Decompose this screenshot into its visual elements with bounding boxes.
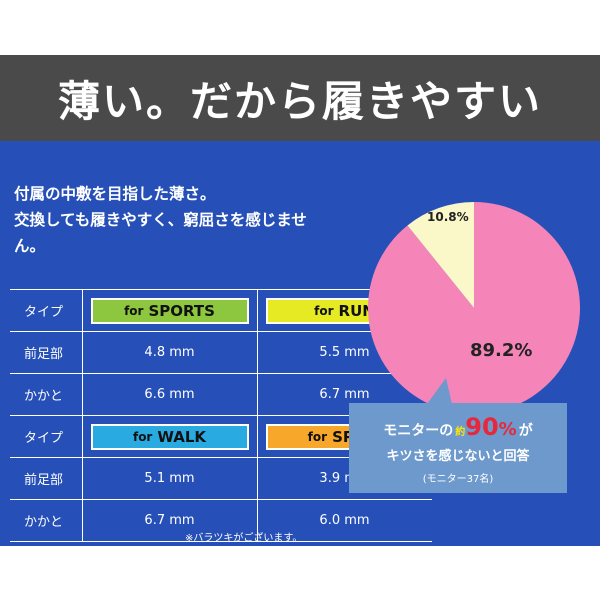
table-row: かかと 6.6 mm 6.7 mm: [10, 373, 432, 416]
model-badge-sports: for SPORTS: [90, 297, 249, 324]
row-label-forefoot: 前足部: [10, 457, 82, 500]
model-name: SPORTS: [148, 301, 215, 320]
value-cell: 5.1 mm: [81, 457, 257, 500]
callout-approx: 約: [455, 427, 466, 438]
pie-slice-tightness: [407, 202, 474, 308]
model-prefix: for: [124, 303, 144, 318]
type-label: タイプ: [10, 415, 82, 458]
table-row: かかと 6.7 mm 6.0 mm: [10, 499, 432, 542]
model-name: RUN: [338, 301, 375, 320]
model-name: WALK: [157, 427, 207, 446]
value-cell: 4.8 mm: [81, 331, 257, 374]
callout-percent: %: [498, 419, 517, 440]
pie-slice-no-tightness: [367, 202, 580, 414]
callout-prefix: モニターの: [383, 423, 454, 439]
callout-suffix: が: [518, 423, 533, 439]
description: 付属の中敷を目指した薄さ。 交換しても履きやすく、窮屈さを感じませ ん。: [14, 181, 307, 259]
pie-label-minor: 10.8%: [427, 210, 469, 224]
value-cell: 6.0 mm: [256, 499, 432, 542]
row-label-forefoot: 前足部: [10, 331, 82, 374]
description-line: 交換しても履きやすく、窮屈さを感じませ: [14, 211, 307, 229]
model-prefix: for: [307, 429, 328, 444]
variation-note: ※バラツキがございます。: [185, 533, 303, 544]
value-cell: 6.6 mm: [81, 373, 257, 416]
page-title: 薄い。だから履きやすい: [57, 76, 542, 126]
callout-line3: (モニター37名): [422, 474, 494, 485]
callout-line1: モニターの 約90% が: [349, 413, 567, 441]
header-banner: 薄い。だから履きやすい: [0, 55, 600, 141]
row-label-heel: かかと: [10, 499, 82, 542]
model-prefix: for: [132, 429, 153, 444]
type-label: タイプ: [10, 289, 82, 332]
model-badge-walk: for WALK: [90, 423, 249, 450]
description-line: ん。: [14, 237, 46, 255]
pie-label-main: 89.2%: [470, 340, 533, 361]
callout-pointer: [427, 378, 452, 404]
survey-callout: モニターの 約90% が キツさを感じないと回答 (モニター37名): [349, 403, 567, 493]
description-line: 付属の中敷を目指した薄さ。: [14, 185, 216, 203]
callout-line2: キツさを感じないと回答: [386, 449, 530, 464]
model-prefix: for: [314, 303, 334, 318]
callout-number: 90: [465, 413, 499, 441]
value-cell: 6.7 mm: [81, 499, 257, 542]
